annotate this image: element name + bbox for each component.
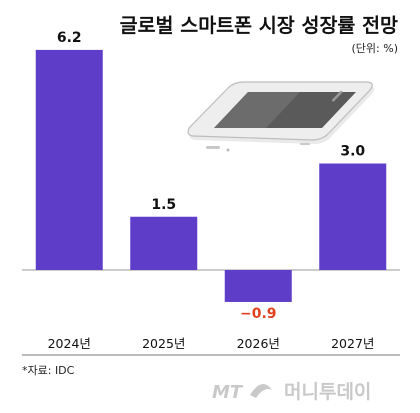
chart-title: 글로벌 스마트폰 시장 성장률 전망	[120, 14, 398, 37]
bars-group	[35, 49, 387, 302]
unit-note: (단위: %)	[352, 42, 398, 55]
value-label-0: 6.2	[57, 30, 82, 46]
category-labels-group: 2024년 2025년 2026년 2027년	[48, 336, 375, 351]
bar-1	[130, 216, 198, 270]
smartphone-icon	[187, 81, 375, 152]
brand-latin: MT	[212, 382, 244, 403]
category-label-0: 2024년	[48, 336, 91, 351]
value-label-3: 3.0	[340, 144, 365, 160]
brand-korean: 머니투데이	[284, 381, 371, 403]
category-label-3: 2027년	[331, 336, 374, 351]
value-label-1: 1.5	[151, 197, 176, 213]
category-label-2: 2026년	[237, 336, 280, 351]
bar-0	[35, 49, 103, 271]
brand-swoosh-icon	[250, 384, 272, 398]
brand-watermark: MT 머니투데이	[212, 381, 371, 403]
bar-2	[224, 270, 292, 302]
value-labels-group: 6.2 1.5 −0.9 3.0	[57, 30, 366, 322]
value-label-2: −0.9	[240, 306, 277, 322]
bar-3	[319, 163, 387, 270]
source-note: *자료: IDC	[22, 364, 75, 377]
category-label-1: 2025년	[142, 336, 185, 351]
